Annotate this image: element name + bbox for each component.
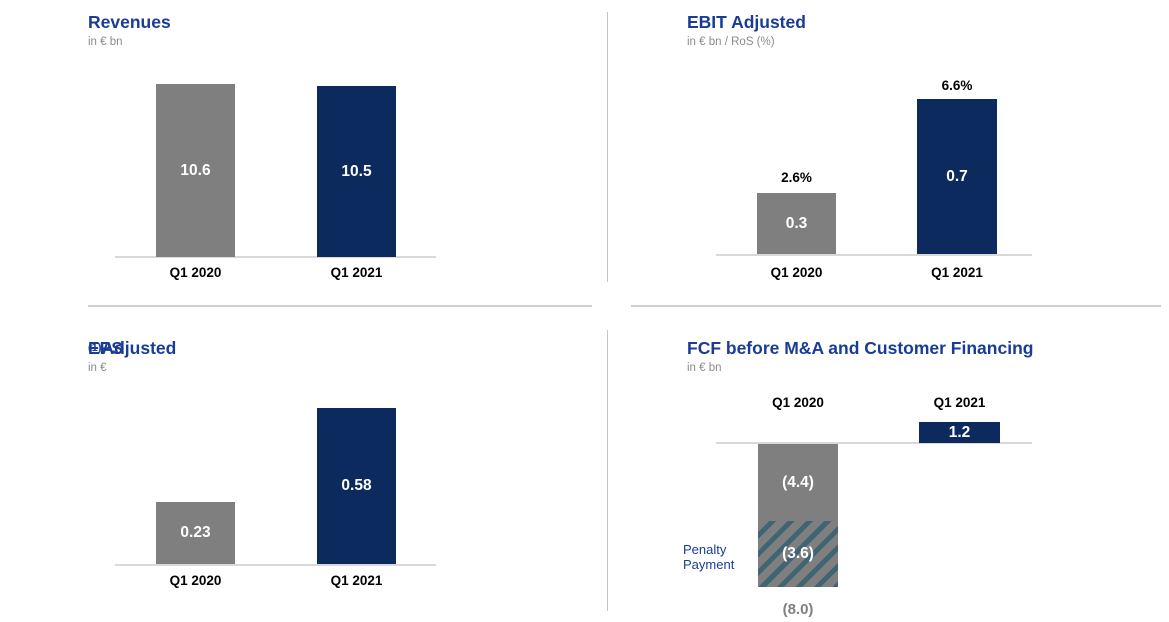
chart-subtitle-revenues: in € bn [88, 36, 123, 48]
divider-vertical-top [607, 12, 608, 282]
xlabel-eps-q1-2021: Q1 2021 [330, 573, 383, 588]
bar-value-revenues-q1-2021: 10.5 [341, 162, 372, 180]
eps-title-rest: Adjusted [101, 338, 177, 358]
chart-title-revenues: Revenues [88, 12, 171, 32]
bar-value-ebit-q1-2020: 0.3 [785, 214, 808, 232]
bar-value-fcf-q1-2021: 1.2 [948, 423, 971, 441]
xlabel-revenues-q1-2020: Q1 2020 [169, 265, 222, 280]
xlabel-revenues-q1-2021: Q1 2021 [330, 265, 383, 280]
fcf-segment-excl-penalty-value: (4.4) [782, 473, 814, 491]
xlabel-eps-q1-2020: Q1 2020 [169, 573, 222, 588]
divider-vertical-bottom [607, 330, 608, 611]
bar-eps-q1-2020: 0.23 [156, 502, 235, 564]
bar-value-eps-q1-2020: 0.23 [180, 524, 211, 542]
baseline-ebit [716, 254, 1032, 256]
chart-title-ebit: EBIT Adjusted [687, 12, 806, 32]
fcf-segment-penalty-payment-value: (3.6) [782, 545, 814, 563]
chart-subtitle-fcf: in € bn [687, 362, 722, 374]
divider-horizontal-left [88, 305, 592, 307]
xlabel-fcf-q1-2020: Q1 2020 [772, 395, 824, 410]
chart-subtitle-eps: in € [88, 362, 107, 374]
bar-value-ebit-q1-2021: 0.7 [946, 167, 968, 185]
chart-title-fcf: FCF before M&A and Customer Financing [687, 338, 1034, 358]
eps-title-main: EPS [88, 338, 124, 358]
bar-eps-q1-2021: 0.58 [317, 408, 396, 564]
baseline-fcf [716, 442, 1032, 444]
ros-label-q1-2021: 6.6% [941, 78, 973, 93]
fcf-segment-excl-penalty: (4.4) [758, 444, 838, 521]
penalty-payment-annotation: Penalty Payment [683, 542, 734, 572]
bar-revenues-q1-2020: 10.6 [156, 84, 235, 257]
bar-value-eps-q1-2021: 0.58 [341, 477, 372, 495]
chart-title-eps: EPS (1) Adjusted [88, 337, 176, 362]
bar-fcf-q1-2021: 1.2 [919, 422, 1000, 443]
fcf-segment-penalty-payment: (3.6) [758, 521, 838, 587]
bar-ebit-q1-2021: 0.7 [917, 99, 997, 254]
bar-ebit-q1-2020: 0.3 [757, 193, 836, 254]
xlabel-fcf-q1-2021: Q1 2021 [933, 395, 986, 410]
penalty-payment-line1: Penalty [683, 542, 727, 557]
xlabel-ebit-q1-2021: Q1 2021 [931, 265, 983, 280]
baseline-revenues [115, 256, 436, 258]
fcf-q1-2020-total-label: (8.0) [782, 601, 814, 618]
penalty-payment-line2: Payment [683, 557, 735, 572]
eps-title-footnote-marker: (1) [88, 342, 102, 354]
chart-subtitle-ebit: in € bn / RoS (%) [687, 36, 775, 48]
bar-value-revenues-q1-2020: 10.6 [180, 161, 211, 179]
baseline-eps [115, 564, 436, 566]
xlabel-ebit-q1-2020: Q1 2020 [770, 265, 823, 280]
bar-fcf-q1-2020-negative-stack: (4.4) (3.6) [758, 444, 838, 587]
bar-revenues-q1-2021: 10.5 [317, 86, 396, 257]
divider-horizontal-right [631, 305, 1161, 307]
ros-label-q1-2020: 2.6% [781, 170, 812, 185]
